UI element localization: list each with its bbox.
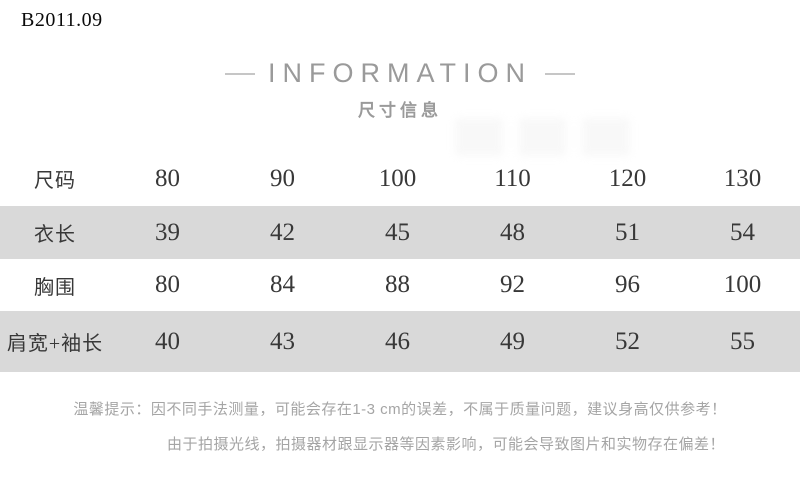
header-cell-100: 100 [378,164,417,192]
cell-value: 46 [385,327,410,355]
cell-value: 55 [730,327,755,355]
row-label: 胸围 [34,276,76,299]
table-row-garment-length: 衣长 39 42 45 48 51 54 [0,206,800,259]
cell-value: 39 [155,218,180,246]
watermark [455,118,631,156]
cell-value: 48 [500,218,525,246]
header-cell-90: 90 [270,164,295,192]
cell-value: 40 [155,327,180,355]
watermark-blob [582,118,631,156]
page-title: INFORMATION [268,58,532,88]
tips-block: 温馨提示：因不同手法测量，可能会存在1-3 cm的误差，不属于质量问题，建议身高… [0,400,800,455]
right-dash-line [544,72,575,75]
watermark-blob [455,118,503,156]
cell-value: 96 [615,271,640,298]
header-cell-130: 130 [723,164,762,192]
cell-value: 80 [155,271,180,298]
title-row: INFORMATION [0,58,800,89]
header-cell-110: 110 [494,164,531,192]
cell-value: 52 [615,327,640,355]
cell-value: 42 [270,218,295,246]
page-header: INFORMATION 尺寸信息 [0,58,800,121]
cell-value: 100 [723,271,762,298]
table-row-chest: 胸围 80 84 88 92 96 100 [0,259,800,311]
cell-value: 51 [615,218,640,246]
cell-value: 45 [385,218,410,246]
header-cell-120: 120 [608,164,647,192]
tips-line-1: 温馨提示：因不同手法测量，可能会存在1-3 cm的误差，不属于质量问题，建议身高… [73,401,727,418]
cell-value: 92 [500,271,525,298]
tips-line-2: 由于拍摄光线，拍摄器材跟显示器等因素影响，可能会导致图片和实物存在偏差！ [166,436,725,453]
header-cell-size: 尺码 [34,170,76,192]
cell-value: 43 [270,327,295,355]
row-label: 衣长 [34,224,76,246]
cell-value: 54 [730,218,755,246]
left-dash-line [225,72,255,75]
cell-value: 84 [270,271,295,298]
watermark-blob [518,118,567,156]
header-cell-80: 80 [155,164,180,192]
product-code: B2011.09 [21,9,103,31]
cell-value: 88 [385,271,410,298]
size-table: 尺码 80 90 100 110 120 130 衣长 39 42 45 48 … [0,151,800,372]
size-table-header-row: 尺码 80 90 100 110 120 130 [0,151,800,206]
cell-value: 49 [500,327,525,355]
row-label: 肩宽+袖长 [6,333,104,355]
table-row-shoulder-sleeve: 肩宽+袖长 40 43 46 49 52 55 [0,311,800,372]
page-subtitle: 尺寸信息 [358,101,442,120]
